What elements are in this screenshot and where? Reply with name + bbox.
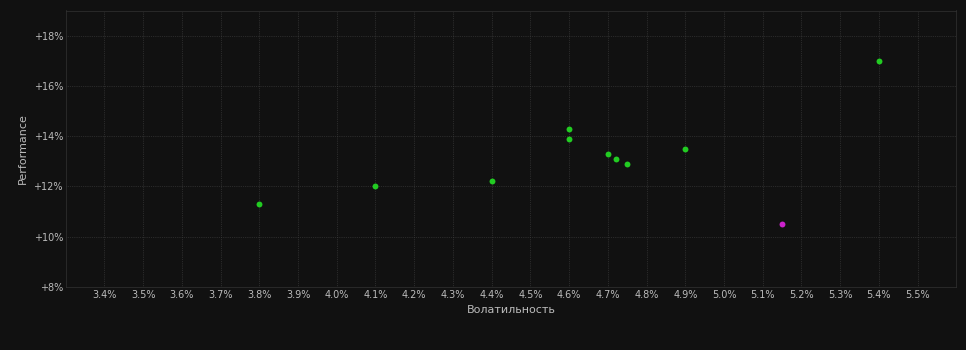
Y-axis label: Performance: Performance [17,113,28,184]
Point [484,178,499,184]
Point [608,156,623,162]
Point [251,201,267,207]
X-axis label: Волатильность: Волатильность [467,305,555,315]
Point [775,221,790,227]
Point [871,58,887,64]
Point [561,126,577,132]
Point [619,161,635,167]
Point [561,136,577,141]
Point [600,151,615,156]
Point [677,146,693,152]
Point [368,184,384,189]
